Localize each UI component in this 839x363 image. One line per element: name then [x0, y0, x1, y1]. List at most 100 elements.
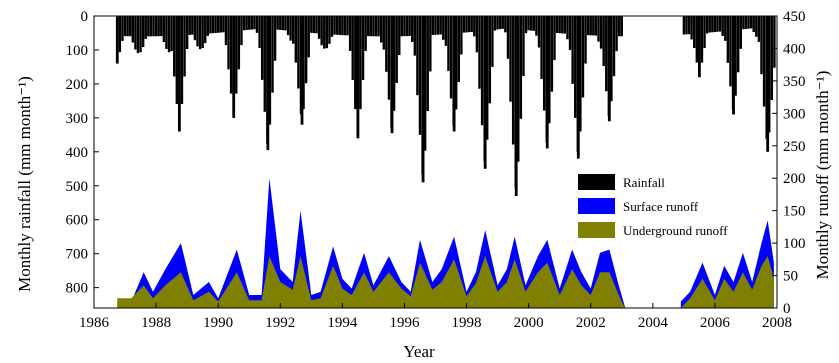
rainfall-bar [263, 16, 266, 112]
rainfall-bar [434, 16, 437, 35]
rainfall-bar [312, 16, 316, 34]
rainfall-bar [335, 16, 339, 35]
y-right-tick-label: 200 [783, 171, 806, 187]
rainfall-bar [436, 16, 440, 35]
x-axis-title: Year [403, 342, 435, 361]
rainfall-bar [726, 16, 730, 63]
rainfall-bar [442, 16, 445, 40]
rainfall-bar [612, 16, 616, 77]
rainfall-bar [333, 16, 336, 35]
rainfall-bar [377, 16, 380, 37]
rainfall-bar [271, 16, 274, 93]
rainfall-bar [703, 16, 706, 49]
rainfall-bar [162, 16, 166, 43]
rainfall-bar [276, 16, 279, 30]
rainfall-bar [281, 16, 285, 31]
y-axis-left-title: Monthly rainfall (mm month⁻¹) [15, 76, 34, 292]
rainfall-bar [379, 16, 383, 43]
x-tick-label: 1998 [452, 315, 482, 331]
rainfall-bar [713, 16, 717, 33]
rainfall-peak-bar [266, 16, 270, 151]
rainfall-bar [749, 16, 753, 29]
legend-swatch-surface [578, 198, 615, 214]
rainfall-bar [605, 16, 608, 92]
rainfall-bar [201, 16, 204, 49]
rainfall-peak-bar [115, 16, 119, 64]
rainfall-bar [530, 16, 533, 31]
rainfall-bar [597, 16, 600, 42]
y-right-tick-label: 0 [783, 301, 791, 317]
rainfall-bar [131, 16, 135, 43]
rainfall-bar [742, 16, 745, 30]
rainfall-bar [144, 16, 147, 39]
rainfall-bar [242, 16, 246, 31]
rainfall-bar [403, 16, 406, 37]
legend-label-underground: Underground runoff [623, 223, 728, 238]
rainfall-bar [315, 16, 318, 34]
rainfall-bar [711, 16, 714, 33]
rainfall-bar [134, 16, 137, 50]
rainfall-bar [478, 16, 481, 89]
rainfall-bar [372, 16, 375, 37]
rainfall-bar [770, 16, 774, 101]
x-tick-label: 2000 [514, 315, 544, 331]
x-tick-label: 1994 [327, 315, 358, 331]
rainfall-bar [118, 16, 122, 53]
rainfall-bar [398, 16, 401, 56]
rainfall-bar [385, 16, 388, 72]
rainfall-bar [423, 16, 427, 151]
rainfall-bar [260, 16, 264, 80]
rainfall-bar [584, 16, 587, 64]
y-right-tick-label: 250 [783, 139, 806, 155]
rainfall-bar [716, 16, 719, 32]
rainfall-bar [351, 16, 354, 81]
rainfall-bar [400, 16, 404, 37]
rainfall-bar [548, 16, 551, 124]
rainfall-bar [558, 16, 561, 34]
rainfall-bar [537, 16, 541, 48]
rainfall-bar [550, 16, 554, 92]
rainfall-bar [341, 16, 344, 36]
rainfall-bar [752, 16, 755, 33]
legend-label-rainfall: Rainfall [623, 175, 665, 190]
rainfall-bar [695, 16, 698, 63]
rainfall-bar [157, 16, 160, 37]
y-right-tick-label: 50 [783, 269, 798, 285]
rainfall-bar [279, 16, 282, 30]
rainfall-bar [617, 16, 621, 37]
rainfall-bar [682, 16, 686, 35]
rainfall-bar [602, 16, 605, 67]
underground-runoff-area-segment-0 [117, 256, 625, 308]
y-left-tick-label: 100 [66, 43, 89, 59]
rainfall-bar [317, 16, 321, 39]
y-left-tick-label: 300 [66, 111, 89, 127]
x-tick-label: 2004 [638, 315, 669, 331]
rainfall-bar [747, 16, 750, 29]
rainfall-bar [506, 16, 510, 59]
x-tick-label: 2006 [700, 315, 731, 331]
rainfall-bar [524, 16, 528, 34]
x-tick-label: 1986 [79, 315, 110, 331]
rainfall-bar [343, 16, 347, 36]
rainfall-bar [517, 16, 520, 162]
underground-runoff-area-segment-1 [680, 256, 774, 308]
rainfall-bar [129, 16, 132, 37]
rainfall-bar [216, 16, 220, 33]
rainfall-bar [198, 16, 202, 50]
rainfall-bar [294, 16, 297, 63]
rainfall-bar [354, 16, 357, 110]
rainfall-bar [338, 16, 341, 35]
rainfall-bar [126, 16, 129, 37]
rainfall-bar [504, 16, 507, 33]
rainfall-bar [599, 16, 603, 49]
legend-swatch-underground [578, 222, 615, 238]
rainfall-bar [470, 16, 473, 32]
rainfall-bar [268, 16, 272, 125]
rainfall-bar [175, 16, 178, 104]
y-right-tick-label: 400 [783, 41, 806, 57]
rainfall-bar [255, 16, 259, 33]
rainfall-bar [687, 16, 691, 35]
rainfall-bar [486, 16, 489, 140]
rainfall-bar [367, 16, 370, 37]
rainfall-bar [245, 16, 248, 31]
